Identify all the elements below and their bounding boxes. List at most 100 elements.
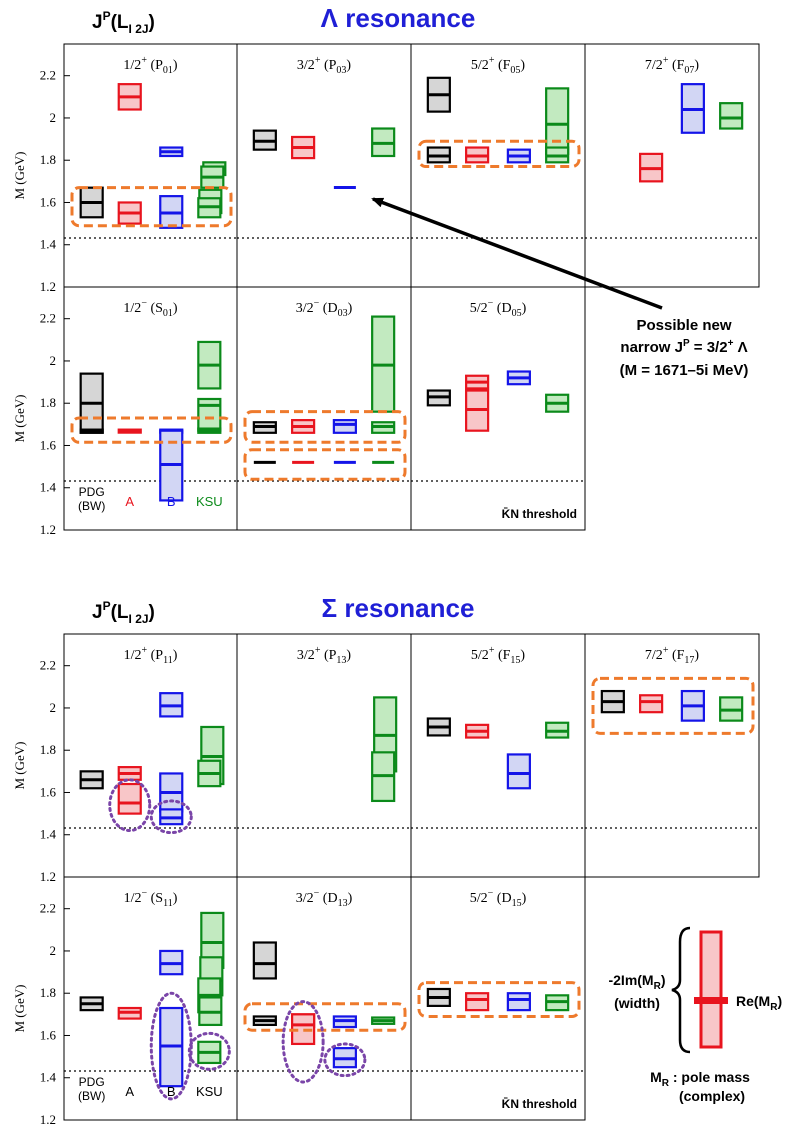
y-tick-label: 2	[50, 943, 57, 958]
highlight-group	[591, 676, 755, 735]
legend-width-sublabel: (width)	[614, 995, 660, 1011]
y-tick-label: 1.4	[40, 480, 57, 495]
y-tick-label: 1.6	[40, 1027, 57, 1042]
method-label-pdg: PDG	[79, 1075, 105, 1089]
figure-title: Σ resonance	[322, 593, 475, 623]
resonance-box	[506, 753, 531, 790]
y-tick-label: 2	[50, 353, 57, 368]
figure-text: JP(LI 2J) Λ resonance 1/2+ (P01) 3/2+ (P03)…	[12, 3, 699, 1127]
panel-frame	[410, 286, 586, 531]
y-tick-label: 2.2	[40, 311, 56, 326]
y-tick-label: 2	[50, 110, 57, 125]
method-label-a: A	[125, 1084, 134, 1099]
method-label-bw: (BW)	[78, 499, 105, 513]
method-label-b: B	[167, 1084, 176, 1099]
panel-frames	[63, 43, 760, 1121]
y-axis-label: M (GeV)	[12, 151, 27, 199]
resonance-box	[332, 419, 357, 434]
figure-title: Λ resonance	[321, 3, 476, 33]
panel-label: 1/2− (S11)	[124, 888, 178, 909]
resonance-box	[719, 102, 744, 130]
highlight-overlays	[70, 139, 755, 1101]
panel-label: 5/2− (D15)	[470, 888, 527, 909]
highlight-group	[70, 186, 233, 228]
highlight-group	[417, 981, 581, 1018]
y-axis-label: M (GeV)	[12, 984, 27, 1032]
y-tick-label: 1.6	[40, 437, 57, 452]
legend-width-label: -2Im(MR)	[608, 972, 665, 992]
y-tick-label: 1.2	[40, 869, 56, 884]
jp-heading: JP(LI 2J)	[92, 9, 155, 36]
resonance-box	[506, 992, 531, 1012]
annotation-line1: Possible new	[636, 317, 731, 334]
y-tick-label: 1.2	[40, 522, 56, 537]
legend-brace	[671, 926, 691, 1054]
resonance-box	[465, 992, 490, 1012]
highlight-ellipse	[187, 1031, 231, 1071]
method-label-bw: (BW)	[78, 1089, 105, 1103]
resonance-box	[639, 694, 664, 714]
y-tick-label: 1.8	[40, 742, 56, 757]
resonance-box	[197, 397, 222, 432]
y-tick-label: 1.8	[40, 985, 56, 1000]
highlight-group	[243, 1002, 407, 1032]
panel-label: 1/2+ (P01)	[123, 55, 177, 76]
method-label-ksu: KSU	[196, 1084, 223, 1099]
panel-label: 3/2− (D13)	[296, 888, 353, 909]
highlight-group	[243, 448, 407, 481]
panel-label: 5/2− (D05)	[470, 298, 527, 319]
panel-frame	[584, 43, 760, 288]
y-tick-label: 1.6	[40, 194, 57, 209]
method-label-b: B	[167, 494, 176, 509]
kn-threshold-label: K̄N threshold	[502, 507, 577, 521]
panel-frame	[410, 876, 586, 1121]
highlight-group	[243, 410, 407, 444]
y-tick-label: 2.2	[40, 658, 56, 673]
y-tick-label: 1.4	[40, 827, 57, 842]
legend-pole-complex: (complex)	[679, 1088, 745, 1104]
resonance-box	[252, 941, 277, 980]
highlight-ellipse	[323, 1042, 367, 1078]
y-tick-label: 1.6	[40, 784, 57, 799]
legend-pole-mass: MR : pole mass	[650, 1069, 750, 1089]
y-tick-label: 1.2	[40, 279, 56, 294]
panel-label: 1/2+ (P11)	[124, 645, 178, 666]
panel-label: 1/2− (S01)	[123, 298, 177, 319]
y-tick-label: 1.4	[40, 237, 57, 252]
legend-re-label: Re(MR)	[736, 993, 782, 1013]
pole-mass-legend: -2Im(MR) (width) Re(MR) MR : pole mass (…	[608, 926, 782, 1104]
y-tick-label: 2.2	[40, 68, 56, 83]
y-tick-label: 1.4	[40, 1070, 57, 1085]
new-resonance-annotation: Possible new narrow JP = 3/2+ Λ (M = 167…	[371, 197, 749, 379]
panel-label: 3/2+ (P03)	[297, 55, 351, 76]
annotation-line2: narrow JP = 3/2+ Λ	[620, 338, 747, 356]
annotation-arrow	[371, 197, 663, 310]
annotation-line3: (M = 1671–5i MeV)	[620, 362, 749, 379]
panel-frame	[584, 633, 760, 878]
method-label-ksu: KSU	[196, 494, 223, 509]
highlight-ellipse	[108, 778, 152, 833]
panel-label: 5/2+ (F15)	[471, 645, 525, 666]
highlight-ellipse	[149, 799, 193, 835]
resonance-boxes	[79, 76, 744, 1088]
y-tick-label: 1.8	[40, 395, 56, 410]
y-tick-label: 1.8	[40, 152, 56, 167]
y-axis-label: M (GeV)	[12, 741, 27, 789]
y-tick-label: 2	[50, 700, 57, 715]
highlight-group	[417, 139, 581, 169]
method-label-a: A	[125, 494, 134, 509]
panel-frame	[410, 633, 586, 878]
jp-heading: JP(LI 2J)	[92, 599, 155, 626]
kn-threshold-label: K̄N threshold	[502, 1097, 577, 1111]
panel-label: 3/2+ (P13)	[297, 645, 351, 666]
panel-label: 3/2− (D03)	[296, 298, 353, 319]
highlight-group	[70, 416, 233, 444]
panel-label: 7/2+ (F07)	[645, 55, 699, 76]
resonance-box	[117, 782, 142, 815]
method-label-pdg: PDG	[79, 485, 105, 499]
highlight-ellipse	[281, 1000, 325, 1084]
legend-re-bar	[694, 997, 728, 1004]
panel-label: 5/2+ (F05)	[471, 55, 525, 76]
y-tick-label: 1.2	[40, 1112, 56, 1127]
